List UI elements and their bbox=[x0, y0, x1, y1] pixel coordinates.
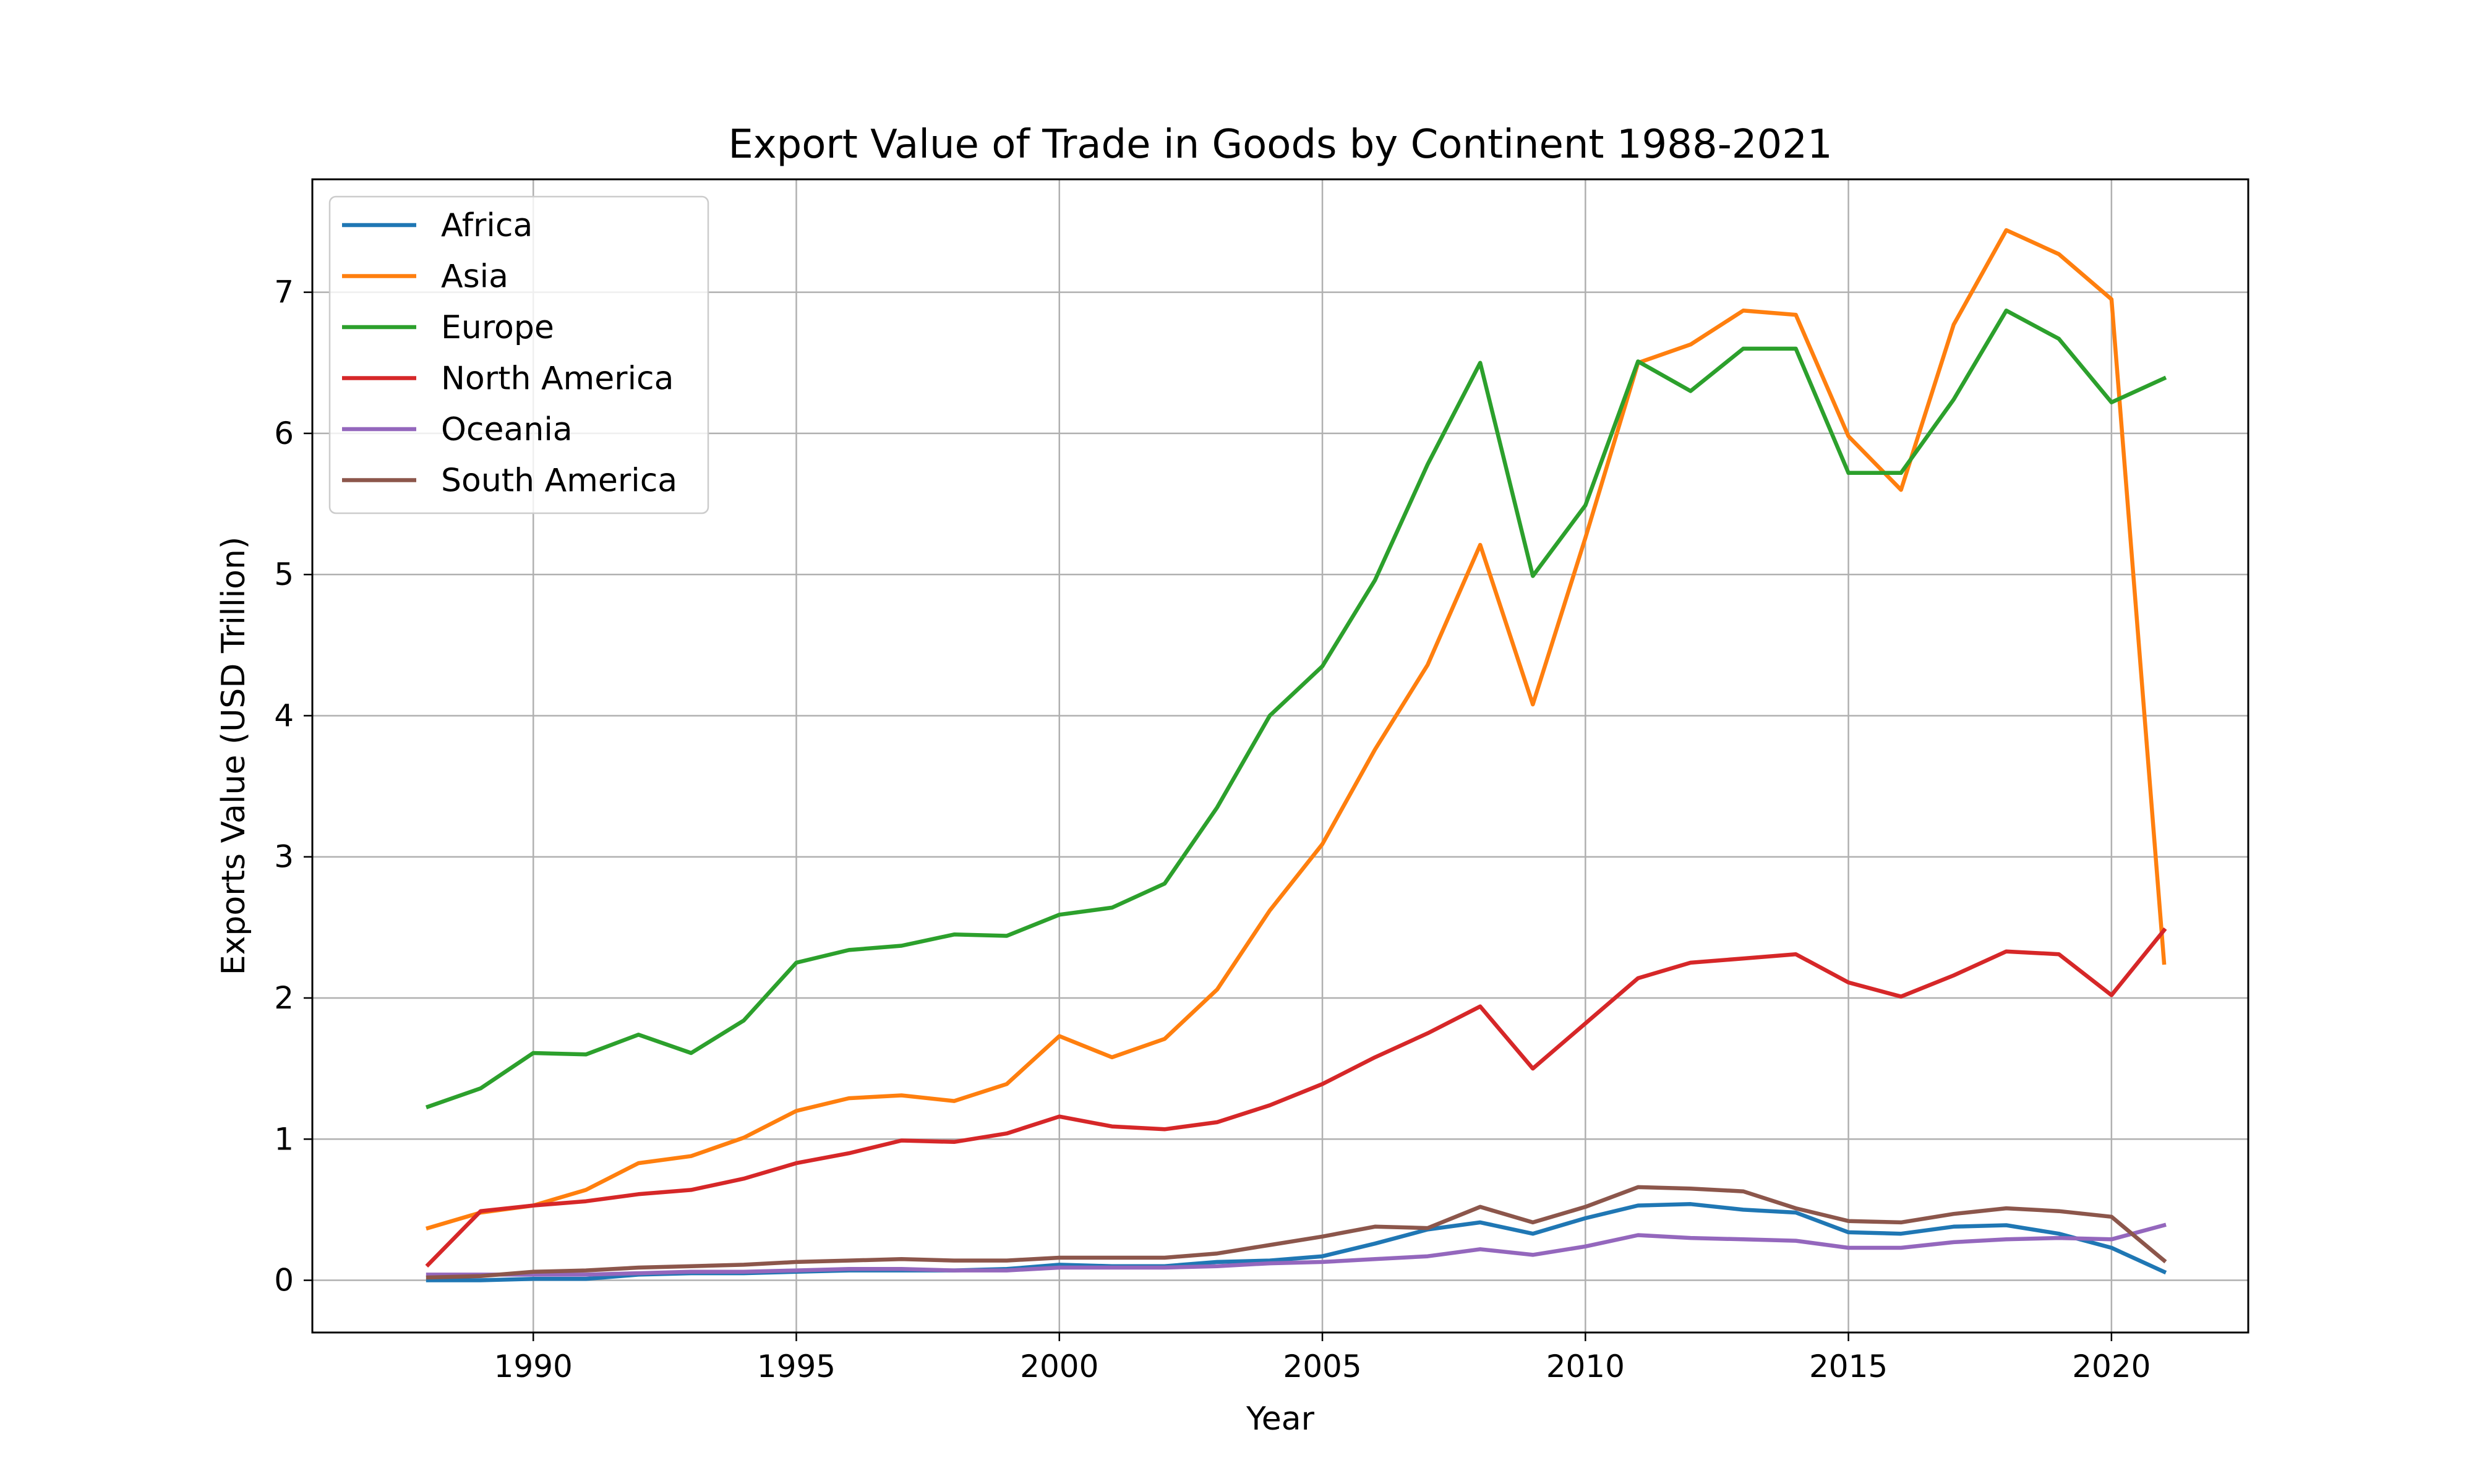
y-axis-label: Exports Value (USD Trillion) bbox=[215, 537, 252, 975]
grid-lines bbox=[312, 179, 2248, 1333]
y-tick-label: 0 bbox=[274, 1263, 294, 1298]
chart-title: Export Value of Trade in Goods by Contin… bbox=[728, 122, 1832, 168]
y-tick-label: 6 bbox=[274, 416, 294, 451]
x-tick-label: 1990 bbox=[494, 1349, 573, 1384]
x-tick-label: 2000 bbox=[1020, 1349, 1098, 1384]
legend-label-europe: Europe bbox=[441, 309, 554, 346]
legend-label-oceania: Oceania bbox=[441, 411, 573, 448]
legend-label-africa: Africa bbox=[441, 207, 533, 244]
series-line-asia bbox=[426, 228, 2167, 1231]
legend-label-south-america: South America bbox=[441, 463, 677, 500]
y-tick-label: 1 bbox=[274, 1121, 294, 1157]
x-axis-label: Year bbox=[1246, 1401, 1315, 1438]
legend-box bbox=[328, 195, 709, 514]
x-tick-label: 2015 bbox=[1809, 1349, 1888, 1384]
x-tick-label: 1995 bbox=[757, 1349, 836, 1384]
series-line-oceania bbox=[426, 1222, 2167, 1277]
y-tick-label: 2 bbox=[274, 980, 294, 1016]
plot-area-frame bbox=[311, 178, 2249, 1334]
axis-ticks: 1990 1995 2000 2005 2010 2015 2020 0 1 2 3 4 5 6 7 bbox=[274, 275, 2151, 1384]
y-tick-label: 4 bbox=[274, 697, 294, 733]
series-lines bbox=[425, 228, 2167, 1282]
x-tick-label: 2010 bbox=[1546, 1349, 1625, 1384]
series-line-europe bbox=[425, 309, 2167, 1109]
legend: Africa Asia Europe North America Oceania Sout… bbox=[328, 195, 709, 514]
x-tick-label: 2005 bbox=[1283, 1349, 1361, 1384]
y-tick-label: 3 bbox=[274, 839, 294, 875]
legend-label-asia: Asia bbox=[441, 258, 508, 296]
x-tick-label: 2020 bbox=[2072, 1349, 2151, 1384]
y-tick-label: 7 bbox=[274, 275, 294, 310]
legend-label-north-america: North America bbox=[441, 360, 674, 398]
series-line-north-america bbox=[425, 927, 2167, 1268]
y-tick-label: 5 bbox=[274, 556, 294, 592]
series-line-south-america bbox=[426, 1185, 2167, 1280]
